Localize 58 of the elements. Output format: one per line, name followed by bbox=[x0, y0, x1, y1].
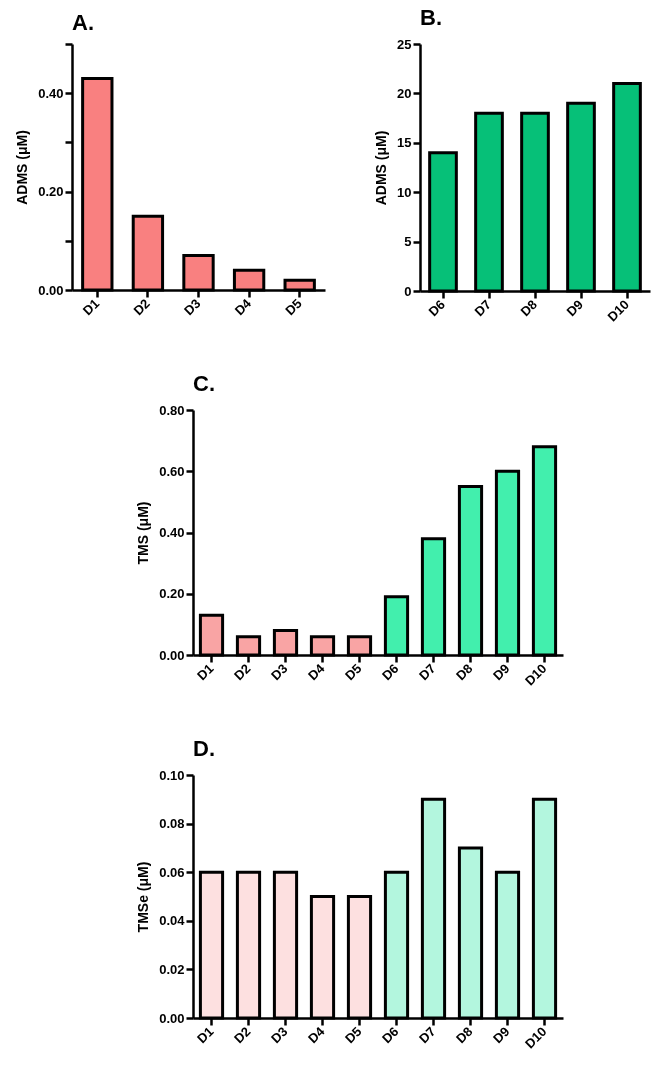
x-tick-label: D4 bbox=[305, 660, 328, 684]
x-tick-label: D9 bbox=[490, 660, 513, 684]
y-tick-label: 0.08 bbox=[159, 816, 185, 832]
y-tick-label: 5 bbox=[404, 234, 412, 250]
x-tick-label: D2 bbox=[231, 1023, 254, 1047]
y-tick-label: 20 bbox=[397, 85, 412, 101]
y-axis-title: ADMS (μM) bbox=[14, 130, 31, 205]
y-axis-title: ADMS (μM) bbox=[373, 130, 390, 206]
chart-title: B. bbox=[420, 5, 442, 30]
y-tick-label: 0 bbox=[404, 283, 412, 299]
y-tick-label: 0.00 bbox=[38, 282, 64, 298]
x-tick-label: D9 bbox=[563, 296, 586, 320]
x-tick-label: D4 bbox=[305, 1023, 328, 1047]
chart-title: C. bbox=[193, 371, 215, 396]
y-tick-label: 0.00 bbox=[159, 647, 185, 663]
y-tick-label: 0.10 bbox=[159, 767, 185, 783]
y-axis-title: TMSe (μM) bbox=[135, 861, 152, 933]
x-tick-label: D9 bbox=[490, 1023, 513, 1047]
x-tick-label: D7 bbox=[416, 660, 439, 684]
x-tick-label: D3 bbox=[268, 660, 291, 684]
x-tick-label: D7 bbox=[416, 1023, 439, 1047]
y-tick-label: 0.60 bbox=[159, 463, 185, 479]
x-tick-label: D5 bbox=[342, 660, 365, 684]
y-tick-label: 0.80 bbox=[159, 402, 185, 418]
x-tick-label: D1 bbox=[194, 1023, 217, 1047]
y-tick-label: 0.20 bbox=[159, 586, 185, 602]
y-tick-label: 0.06 bbox=[159, 864, 185, 880]
x-tick-label: D6 bbox=[425, 296, 448, 320]
y-tick-label: 0.02 bbox=[159, 961, 185, 977]
x-tick-label: D8 bbox=[517, 296, 540, 320]
x-tick-label: D7 bbox=[471, 296, 494, 320]
x-tick-label: D1 bbox=[194, 660, 217, 684]
y-tick-label: 0.40 bbox=[38, 85, 64, 101]
x-tick-label: D10 bbox=[521, 1023, 550, 1052]
x-tick-label: D3 bbox=[181, 295, 204, 319]
y-axis-title: TMS (μM) bbox=[135, 501, 152, 565]
x-tick-label: D10 bbox=[604, 296, 632, 325]
x-tick-label: D3 bbox=[268, 1023, 291, 1047]
y-tick-label: 10 bbox=[397, 184, 412, 200]
x-tick-label: D6 bbox=[379, 660, 402, 684]
x-tick-label: D1 bbox=[79, 295, 103, 319]
x-tick-label: D4 bbox=[231, 295, 255, 319]
x-tick-label: D2 bbox=[231, 660, 254, 684]
x-tick-label: D2 bbox=[130, 295, 153, 319]
y-tick-label: 25 bbox=[397, 36, 412, 52]
y-tick-label: 15 bbox=[397, 135, 412, 151]
y-tick-label: 0.20 bbox=[38, 184, 64, 200]
x-tick-label: D5 bbox=[342, 1023, 365, 1047]
x-tick-label: D8 bbox=[453, 1023, 476, 1047]
x-tick-label: D6 bbox=[379, 1023, 402, 1047]
x-tick-label: D5 bbox=[282, 295, 305, 319]
chart-title: A. bbox=[72, 9, 94, 35]
x-tick-label: D10 bbox=[521, 660, 550, 689]
y-tick-label: 0.04 bbox=[159, 913, 186, 929]
chart-title: D. bbox=[193, 736, 215, 761]
y-tick-label: 0.00 bbox=[159, 1010, 185, 1026]
y-tick-label: 0.40 bbox=[159, 525, 185, 540]
x-tick-label: D8 bbox=[453, 660, 476, 684]
